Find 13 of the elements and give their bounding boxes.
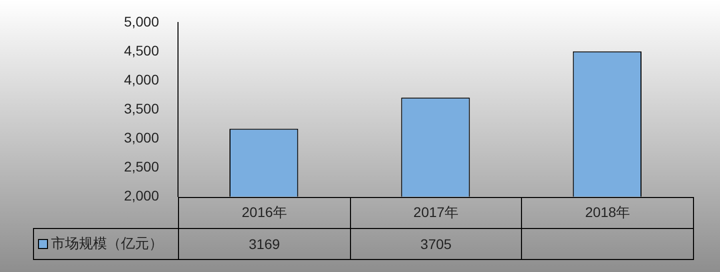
y-tick-label: 4,500 xyxy=(124,42,160,58)
y-tick-label: 4,000 xyxy=(124,71,160,88)
data-label: 3705 xyxy=(350,228,522,260)
text: 市场规模（亿元） xyxy=(34,228,178,260)
x-tick-label: 2018年 xyxy=(522,197,694,228)
data-label: 3169 xyxy=(178,228,350,260)
y-tick-label: 2,500 xyxy=(124,158,160,174)
y-tick-label: 3,000 xyxy=(124,129,160,146)
x-tick-label: 2016年 xyxy=(178,197,350,228)
x-tick-label: 2017年 xyxy=(350,197,522,228)
y-tick-label: 2,000 xyxy=(124,187,160,204)
y-tick-label: 5,000 xyxy=(124,13,160,30)
y-tick-label: 3,500 xyxy=(124,100,160,116)
